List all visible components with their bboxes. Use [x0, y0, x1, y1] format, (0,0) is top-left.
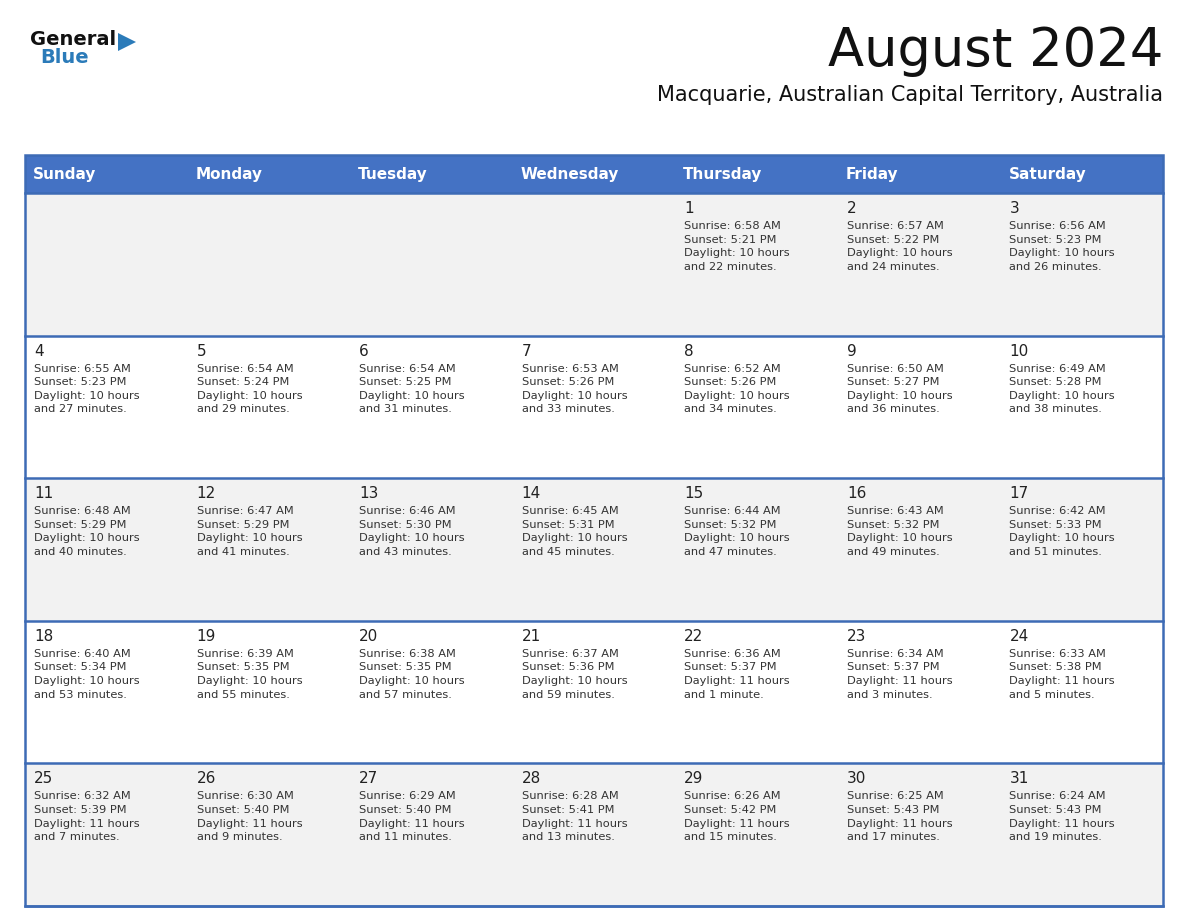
Text: Sunrise: 6:50 AM
Sunset: 5:27 PM
Daylight: 10 hours
and 36 minutes.: Sunrise: 6:50 AM Sunset: 5:27 PM Dayligh… — [847, 364, 953, 414]
Text: Sunrise: 6:24 AM
Sunset: 5:43 PM
Daylight: 11 hours
and 19 minutes.: Sunrise: 6:24 AM Sunset: 5:43 PM Dayligh… — [1010, 791, 1116, 842]
Text: Sunrise: 6:39 AM
Sunset: 5:35 PM
Daylight: 10 hours
and 55 minutes.: Sunrise: 6:39 AM Sunset: 5:35 PM Dayligh… — [196, 649, 302, 700]
Text: Sunrise: 6:54 AM
Sunset: 5:24 PM
Daylight: 10 hours
and 29 minutes.: Sunrise: 6:54 AM Sunset: 5:24 PM Dayligh… — [196, 364, 302, 414]
Bar — [25, 478, 1163, 621]
Text: Thursday: Thursday — [683, 166, 763, 182]
Bar — [25, 336, 1163, 478]
Text: 24: 24 — [1010, 629, 1029, 644]
Text: 19: 19 — [196, 629, 216, 644]
Text: Sunrise: 6:47 AM
Sunset: 5:29 PM
Daylight: 10 hours
and 41 minutes.: Sunrise: 6:47 AM Sunset: 5:29 PM Dayligh… — [196, 506, 302, 557]
Text: Sunrise: 6:42 AM
Sunset: 5:33 PM
Daylight: 10 hours
and 51 minutes.: Sunrise: 6:42 AM Sunset: 5:33 PM Dayligh… — [1010, 506, 1116, 557]
Text: Sunrise: 6:57 AM
Sunset: 5:22 PM
Daylight: 10 hours
and 24 minutes.: Sunrise: 6:57 AM Sunset: 5:22 PM Dayligh… — [847, 221, 953, 272]
Bar — [25, 193, 1163, 336]
Text: 10: 10 — [1010, 343, 1029, 359]
Bar — [25, 155, 1163, 906]
Text: Wednesday: Wednesday — [520, 166, 619, 182]
Text: Sunrise: 6:40 AM
Sunset: 5:34 PM
Daylight: 10 hours
and 53 minutes.: Sunrise: 6:40 AM Sunset: 5:34 PM Dayligh… — [34, 649, 140, 700]
Text: Sunrise: 6:49 AM
Sunset: 5:28 PM
Daylight: 10 hours
and 38 minutes.: Sunrise: 6:49 AM Sunset: 5:28 PM Dayligh… — [1010, 364, 1116, 414]
Text: Macquarie, Australian Capital Territory, Australia: Macquarie, Australian Capital Territory,… — [657, 85, 1163, 105]
Text: 18: 18 — [34, 629, 53, 644]
Text: Monday: Monday — [196, 166, 263, 182]
Text: 11: 11 — [34, 487, 53, 501]
Text: 1: 1 — [684, 201, 694, 216]
Text: 29: 29 — [684, 771, 703, 787]
Text: 6: 6 — [359, 343, 369, 359]
Text: General: General — [30, 30, 116, 49]
Text: Sunrise: 6:44 AM
Sunset: 5:32 PM
Daylight: 10 hours
and 47 minutes.: Sunrise: 6:44 AM Sunset: 5:32 PM Dayligh… — [684, 506, 790, 557]
Text: Sunrise: 6:45 AM
Sunset: 5:31 PM
Daylight: 10 hours
and 45 minutes.: Sunrise: 6:45 AM Sunset: 5:31 PM Dayligh… — [522, 506, 627, 557]
Text: Sunrise: 6:32 AM
Sunset: 5:39 PM
Daylight: 11 hours
and 7 minutes.: Sunrise: 6:32 AM Sunset: 5:39 PM Dayligh… — [34, 791, 140, 842]
Text: 17: 17 — [1010, 487, 1029, 501]
Text: 26: 26 — [196, 771, 216, 787]
Text: 31: 31 — [1010, 771, 1029, 787]
Text: 25: 25 — [34, 771, 53, 787]
Text: Sunrise: 6:38 AM
Sunset: 5:35 PM
Daylight: 10 hours
and 57 minutes.: Sunrise: 6:38 AM Sunset: 5:35 PM Dayligh… — [359, 649, 465, 700]
Bar — [25, 621, 1163, 764]
Text: 20: 20 — [359, 629, 379, 644]
Text: Sunrise: 6:26 AM
Sunset: 5:42 PM
Daylight: 11 hours
and 15 minutes.: Sunrise: 6:26 AM Sunset: 5:42 PM Dayligh… — [684, 791, 790, 842]
Text: Sunrise: 6:55 AM
Sunset: 5:23 PM
Daylight: 10 hours
and 27 minutes.: Sunrise: 6:55 AM Sunset: 5:23 PM Dayligh… — [34, 364, 140, 414]
Text: 5: 5 — [196, 343, 207, 359]
Polygon shape — [118, 33, 135, 51]
Text: 27: 27 — [359, 771, 379, 787]
Text: Sunrise: 6:48 AM
Sunset: 5:29 PM
Daylight: 10 hours
and 40 minutes.: Sunrise: 6:48 AM Sunset: 5:29 PM Dayligh… — [34, 506, 140, 557]
Text: Sunrise: 6:43 AM
Sunset: 5:32 PM
Daylight: 10 hours
and 49 minutes.: Sunrise: 6:43 AM Sunset: 5:32 PM Dayligh… — [847, 506, 953, 557]
Text: 30: 30 — [847, 771, 866, 787]
Text: 23: 23 — [847, 629, 866, 644]
Text: Sunrise: 6:30 AM
Sunset: 5:40 PM
Daylight: 11 hours
and 9 minutes.: Sunrise: 6:30 AM Sunset: 5:40 PM Dayligh… — [196, 791, 302, 842]
Text: Sunday: Sunday — [33, 166, 96, 182]
Text: Blue: Blue — [40, 48, 89, 67]
Text: Sunrise: 6:28 AM
Sunset: 5:41 PM
Daylight: 11 hours
and 13 minutes.: Sunrise: 6:28 AM Sunset: 5:41 PM Dayligh… — [522, 791, 627, 842]
Text: Sunrise: 6:52 AM
Sunset: 5:26 PM
Daylight: 10 hours
and 34 minutes.: Sunrise: 6:52 AM Sunset: 5:26 PM Dayligh… — [684, 364, 790, 414]
Bar — [25, 764, 1163, 906]
Text: 2: 2 — [847, 201, 857, 216]
Text: 7: 7 — [522, 343, 531, 359]
Text: 8: 8 — [684, 343, 694, 359]
Text: 21: 21 — [522, 629, 541, 644]
Text: 13: 13 — [359, 487, 379, 501]
Text: 15: 15 — [684, 487, 703, 501]
Text: Sunrise: 6:34 AM
Sunset: 5:37 PM
Daylight: 11 hours
and 3 minutes.: Sunrise: 6:34 AM Sunset: 5:37 PM Dayligh… — [847, 649, 953, 700]
Text: Sunrise: 6:37 AM
Sunset: 5:36 PM
Daylight: 10 hours
and 59 minutes.: Sunrise: 6:37 AM Sunset: 5:36 PM Dayligh… — [522, 649, 627, 700]
Text: 3: 3 — [1010, 201, 1019, 216]
Text: Sunrise: 6:33 AM
Sunset: 5:38 PM
Daylight: 11 hours
and 5 minutes.: Sunrise: 6:33 AM Sunset: 5:38 PM Dayligh… — [1010, 649, 1116, 700]
Text: Saturday: Saturday — [1009, 166, 1086, 182]
Text: Sunrise: 6:58 AM
Sunset: 5:21 PM
Daylight: 10 hours
and 22 minutes.: Sunrise: 6:58 AM Sunset: 5:21 PM Dayligh… — [684, 221, 790, 272]
Text: 12: 12 — [196, 487, 216, 501]
Text: 28: 28 — [522, 771, 541, 787]
Text: Friday: Friday — [846, 166, 898, 182]
Text: Sunrise: 6:25 AM
Sunset: 5:43 PM
Daylight: 11 hours
and 17 minutes.: Sunrise: 6:25 AM Sunset: 5:43 PM Dayligh… — [847, 791, 953, 842]
Text: Sunrise: 6:36 AM
Sunset: 5:37 PM
Daylight: 11 hours
and 1 minute.: Sunrise: 6:36 AM Sunset: 5:37 PM Dayligh… — [684, 649, 790, 700]
Text: 22: 22 — [684, 629, 703, 644]
Text: Tuesday: Tuesday — [358, 166, 428, 182]
Text: Sunrise: 6:29 AM
Sunset: 5:40 PM
Daylight: 11 hours
and 11 minutes.: Sunrise: 6:29 AM Sunset: 5:40 PM Dayligh… — [359, 791, 465, 842]
Text: August 2024: August 2024 — [828, 25, 1163, 77]
Text: 4: 4 — [34, 343, 44, 359]
Text: 14: 14 — [522, 487, 541, 501]
Text: 16: 16 — [847, 487, 866, 501]
Bar — [25, 155, 1163, 193]
Text: Sunrise: 6:56 AM
Sunset: 5:23 PM
Daylight: 10 hours
and 26 minutes.: Sunrise: 6:56 AM Sunset: 5:23 PM Dayligh… — [1010, 221, 1116, 272]
Text: Sunrise: 6:46 AM
Sunset: 5:30 PM
Daylight: 10 hours
and 43 minutes.: Sunrise: 6:46 AM Sunset: 5:30 PM Dayligh… — [359, 506, 465, 557]
Text: Sunrise: 6:54 AM
Sunset: 5:25 PM
Daylight: 10 hours
and 31 minutes.: Sunrise: 6:54 AM Sunset: 5:25 PM Dayligh… — [359, 364, 465, 414]
Text: Sunrise: 6:53 AM
Sunset: 5:26 PM
Daylight: 10 hours
and 33 minutes.: Sunrise: 6:53 AM Sunset: 5:26 PM Dayligh… — [522, 364, 627, 414]
Text: 9: 9 — [847, 343, 857, 359]
